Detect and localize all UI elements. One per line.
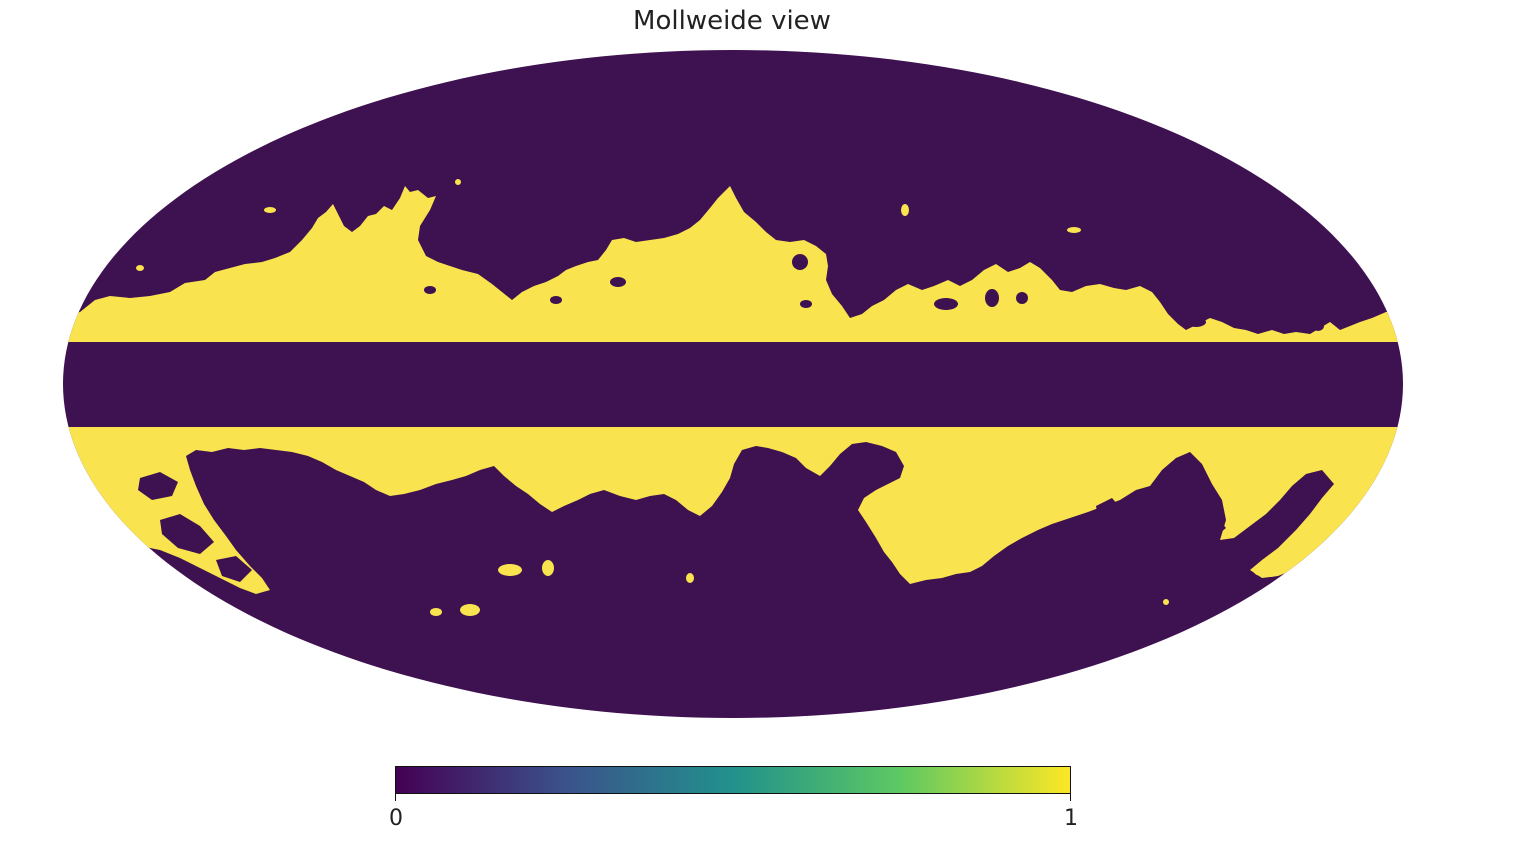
north-islands: [136, 179, 1081, 271]
colorbar-tick-max: [1070, 794, 1071, 801]
sky-background: [63, 50, 1403, 718]
south-islands: [430, 560, 1282, 616]
colorbar-min-label: 0: [389, 806, 403, 831]
south-masked-holes: [138, 456, 1226, 582]
north-masked-holes: [424, 254, 1324, 331]
colorbar-tick-min: [395, 794, 396, 801]
south-unmasked-region: [63, 427, 1403, 594]
colorbar-max-label: 1: [1064, 806, 1078, 831]
mollweide-map: [63, 50, 1403, 718]
north-unmasked-region: [63, 186, 1403, 342]
map-title: Mollweide view: [633, 6, 831, 36]
colorbar: [395, 766, 1071, 794]
